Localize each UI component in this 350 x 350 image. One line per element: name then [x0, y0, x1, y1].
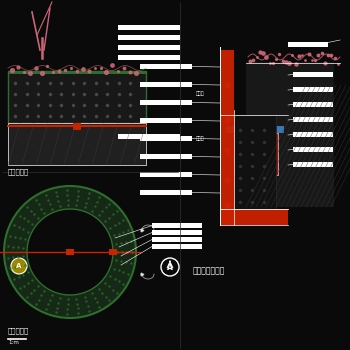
Bar [293, 72, 333, 77]
Circle shape [11, 258, 27, 274]
Bar [152, 223, 202, 228]
Bar [118, 45, 180, 50]
Bar [220, 50, 234, 225]
Text: 排水层: 排水层 [196, 91, 205, 96]
Bar [140, 64, 192, 69]
Bar [118, 35, 180, 40]
Text: 花槽立面图: 花槽立面图 [8, 168, 29, 175]
Bar [293, 87, 333, 92]
Bar [293, 132, 333, 137]
Bar [118, 55, 180, 60]
Circle shape [27, 209, 113, 295]
Bar [118, 25, 180, 30]
Bar [152, 244, 202, 249]
Bar [140, 100, 192, 105]
Text: 圆形花槽大样图: 圆形花槽大样图 [193, 266, 225, 275]
Bar [8, 71, 146, 74]
Bar [109, 249, 117, 255]
Bar [152, 230, 202, 235]
Bar [8, 123, 146, 165]
Bar [220, 209, 288, 225]
Bar [140, 172, 192, 177]
Bar [140, 154, 192, 159]
Bar [246, 62, 334, 207]
Text: 防水层: 防水层 [196, 136, 205, 141]
Text: A: A [16, 263, 22, 269]
Text: 花槽平面图: 花槽平面图 [8, 327, 29, 334]
Circle shape [4, 186, 136, 318]
Text: A: A [167, 262, 173, 272]
Bar [226, 126, 284, 133]
Bar [293, 117, 333, 122]
Bar [73, 123, 81, 130]
Bar [140, 82, 192, 87]
Bar [118, 134, 180, 139]
Text: 1:m: 1:m [8, 340, 19, 345]
Bar [66, 249, 74, 255]
Bar [293, 162, 333, 167]
Bar [140, 190, 192, 195]
Bar [293, 147, 333, 152]
Bar [234, 133, 278, 175]
Bar [234, 115, 276, 209]
Bar [140, 118, 192, 123]
Bar [140, 136, 192, 141]
Bar [152, 237, 202, 242]
Bar [288, 42, 328, 47]
Bar [8, 71, 146, 123]
Bar [293, 102, 333, 107]
